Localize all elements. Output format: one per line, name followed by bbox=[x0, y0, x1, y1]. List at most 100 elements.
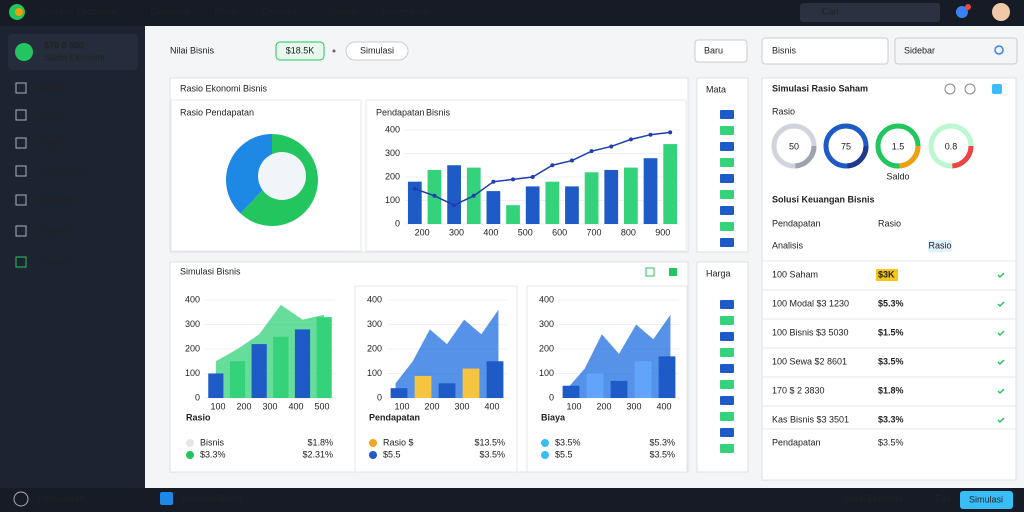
line-point bbox=[550, 163, 555, 168]
nav-item[interactable]: Bursa Kota bbox=[38, 165, 83, 175]
x-tick-label: 400 bbox=[484, 401, 499, 411]
settings[interactable]: Pengaturan bbox=[38, 493, 85, 503]
notify-dot bbox=[965, 4, 971, 10]
legend-label: $3.5% bbox=[555, 437, 581, 447]
nav-item[interactable]: Saham bbox=[38, 82, 67, 92]
line-point bbox=[569, 158, 574, 163]
bar bbox=[525, 186, 540, 224]
dropdown[interactable] bbox=[694, 39, 748, 63]
row-label[interactable]: 100 Bisnis $3 5030 bbox=[772, 327, 849, 337]
pie-slice bbox=[226, 134, 272, 214]
x-tick-label: 200 bbox=[236, 401, 251, 411]
icon bbox=[720, 428, 734, 437]
y-tick-label: 100 bbox=[385, 195, 400, 205]
menu-item[interactable]: Kenegaraan bbox=[382, 6, 431, 16]
legend-value: $1.8% bbox=[307, 437, 333, 447]
search-placeholder: Cari bbox=[822, 6, 839, 16]
y-tick-label: 200 bbox=[385, 171, 400, 181]
legend-value: $2.31% bbox=[302, 449, 333, 459]
edit[interactable]: Edit bbox=[935, 493, 951, 503]
row-label[interactable]: 100 Modal $3 1230 bbox=[772, 298, 849, 308]
row-label[interactable]: Kas Bisnis $3 3501 bbox=[772, 414, 849, 424]
balance-tile[interactable] bbox=[8, 34, 138, 70]
search-box[interactable] bbox=[800, 3, 940, 22]
line-point bbox=[412, 186, 417, 191]
page-title: Nilai Bisnis bbox=[170, 45, 215, 55]
rp-footer-badge: $3.5% bbox=[878, 437, 904, 447]
y-tick-label: 100 bbox=[367, 368, 382, 378]
icon bbox=[720, 364, 734, 373]
nav-icon bbox=[15, 82, 27, 94]
bar bbox=[273, 336, 289, 398]
bar bbox=[486, 361, 504, 398]
bar bbox=[208, 373, 224, 398]
x-tick-label: 900 bbox=[655, 227, 670, 237]
x-tick-label: 200 bbox=[596, 401, 611, 411]
bar bbox=[316, 317, 332, 398]
bar bbox=[294, 329, 311, 398]
panel-search[interactable] bbox=[894, 37, 1018, 65]
bar bbox=[565, 186, 579, 224]
legend-dot bbox=[186, 451, 194, 459]
nav-item[interactable]: Statistik bbox=[38, 256, 70, 266]
run-button-label: Simulasi bbox=[969, 494, 1003, 504]
panel-search-text: Sidebar bbox=[904, 45, 935, 55]
row-label[interactable]: 100 Sewa $2 8601 bbox=[772, 356, 847, 366]
legend-label: Rasio $ bbox=[383, 437, 414, 447]
menu-item[interactable]: Ekonomia bbox=[150, 6, 190, 16]
pill[interactable] bbox=[345, 41, 409, 61]
menu-item[interactable]: Startup bbox=[328, 6, 357, 16]
menu-item[interactable]: Bisnis bbox=[214, 6, 239, 16]
legend-value: $3.5% bbox=[479, 449, 505, 459]
y-tick-label: 200 bbox=[539, 343, 554, 353]
row-label[interactable]: 170 $ 2 3830 bbox=[772, 385, 825, 395]
icon bbox=[720, 222, 734, 231]
nav-item[interactable]: Bisnis bbox=[38, 109, 63, 119]
bar bbox=[562, 385, 580, 398]
rp-title: Simulasi Rasio Saham bbox=[772, 83, 868, 93]
gauge-value: 50 bbox=[789, 141, 799, 151]
x-tick-label: 300 bbox=[626, 401, 641, 411]
x-tick-label: 100 bbox=[210, 401, 225, 411]
bar bbox=[658, 356, 676, 398]
bar bbox=[229, 361, 246, 398]
run-button[interactable] bbox=[960, 491, 1013, 509]
side_b-title: Harga bbox=[706, 268, 731, 278]
analysis-badge-text: Rasio bbox=[928, 240, 951, 250]
x-tick-label: 300 bbox=[454, 401, 469, 411]
icon bbox=[720, 126, 734, 135]
rp-icon bbox=[992, 84, 1002, 94]
analysis-badge bbox=[928, 240, 952, 252]
bar bbox=[604, 169, 619, 224]
bar bbox=[462, 368, 480, 398]
y-tick-label: 400 bbox=[185, 294, 200, 304]
search-icon bbox=[994, 45, 1004, 55]
line-point bbox=[530, 175, 535, 179]
y-tick-label: 0 bbox=[549, 392, 554, 402]
x-tick-label: 700 bbox=[587, 227, 602, 237]
line-point bbox=[609, 144, 614, 149]
x-tick-label: 400 bbox=[288, 401, 303, 411]
row-badge: $3.3% bbox=[878, 414, 904, 424]
nav-item[interactable]: Properti bbox=[38, 225, 70, 235]
balance-sub: Saldo Ekonomi bbox=[44, 52, 105, 62]
select[interactable] bbox=[761, 37, 889, 65]
legend-value: $5.3% bbox=[649, 437, 675, 447]
badge-text: $18.5K bbox=[286, 45, 315, 55]
menu-item[interactable]: Operator bbox=[262, 6, 298, 16]
nav-item[interactable]: Ekonomi bbox=[38, 194, 73, 204]
section-title: Solusi Keuangan Bisnis bbox=[772, 194, 875, 204]
icon bbox=[720, 110, 734, 119]
nav-icon bbox=[15, 137, 27, 149]
bar bbox=[506, 205, 520, 224]
analysis: Analisis bbox=[772, 240, 804, 250]
legend-label: $5.5 bbox=[555, 449, 573, 459]
icon bbox=[720, 190, 734, 199]
nav-icon bbox=[15, 225, 27, 237]
row-badge: $3K bbox=[878, 269, 895, 279]
row-label[interactable]: 100 Saham bbox=[772, 269, 818, 279]
icon bbox=[720, 348, 734, 357]
ratio-title: Rasio Ekonomi Bisnis bbox=[180, 83, 268, 93]
nav-item[interactable]: Pabrik bbox=[38, 137, 64, 147]
x-tick-label: 600 bbox=[552, 227, 567, 237]
